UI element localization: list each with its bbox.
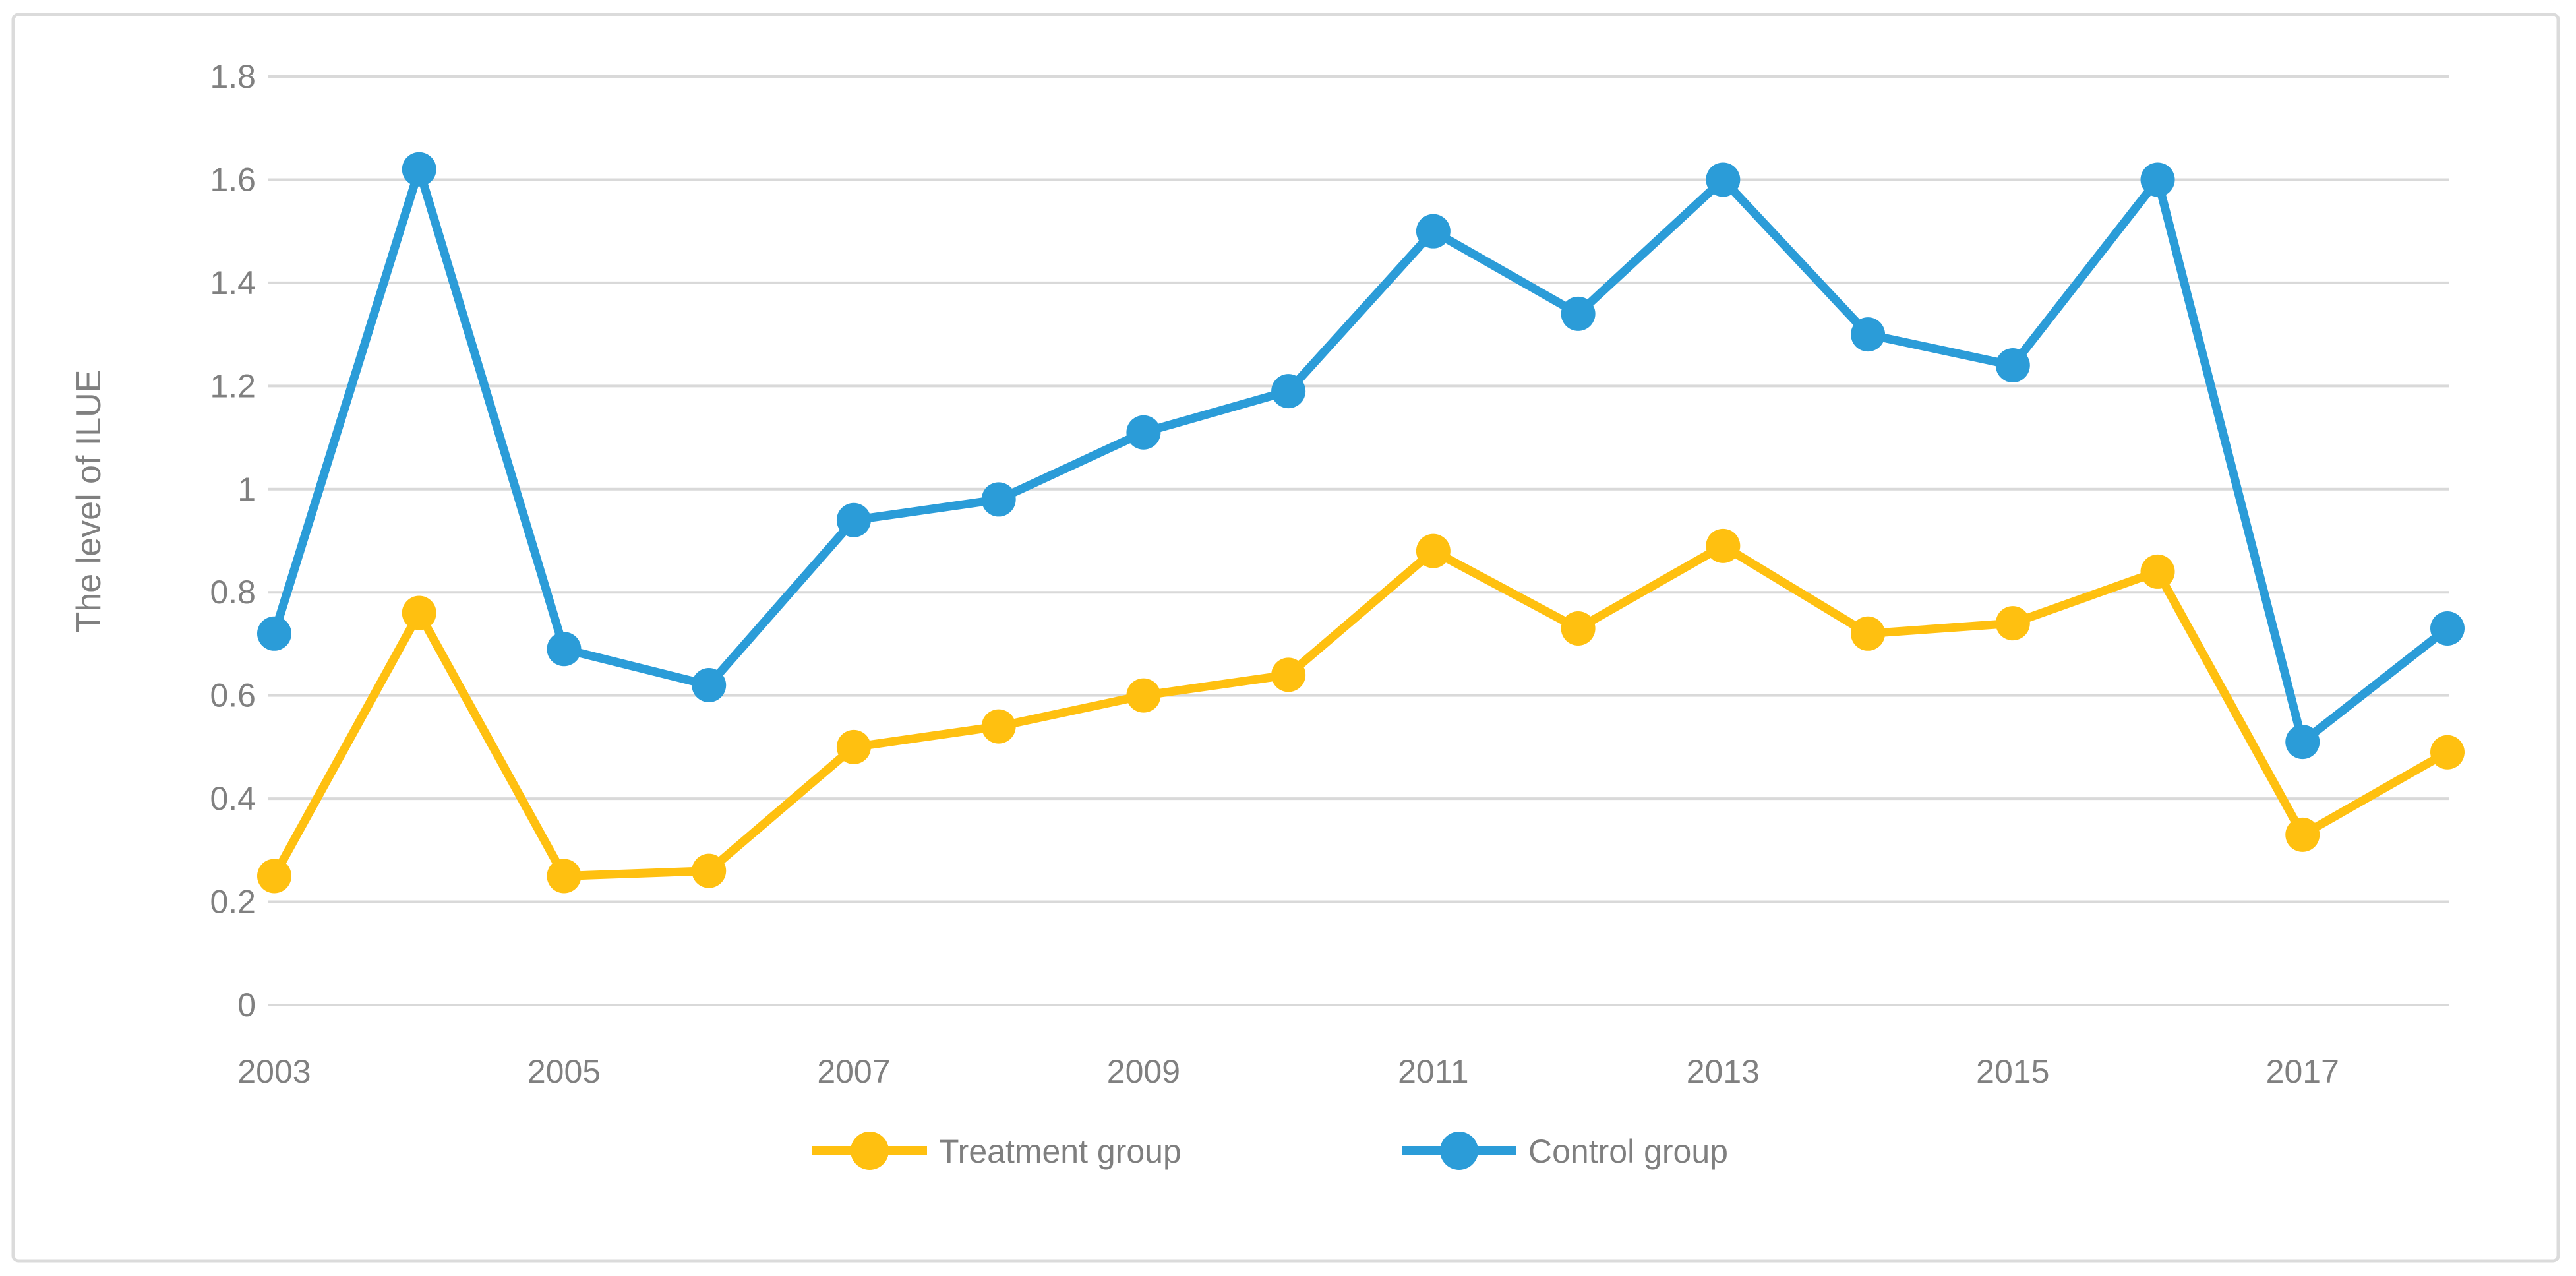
chart-frame-border <box>11 13 2560 1263</box>
x-tick-label: 2011 <box>1398 1053 1469 1090</box>
data-point-treatment-group-2005 <box>547 859 582 894</box>
data-point-control-group-2017 <box>2285 725 2320 760</box>
gridlines <box>268 75 2449 1006</box>
x-tick-label: 2003 <box>237 1053 311 1090</box>
legend: Treatment group Control group <box>812 1132 1728 1170</box>
data-point-control-group-2016 <box>2140 162 2175 197</box>
data-point-treatment-group-2007 <box>836 729 871 764</box>
data-point-control-group-2011 <box>1416 214 1451 249</box>
data-point-treatment-group-2008 <box>981 709 1016 744</box>
legend-control-marker-icon <box>1440 1132 1478 1170</box>
y-axis-title: The level of ILUE <box>70 370 108 633</box>
legend-treatment-marker-icon <box>851 1132 889 1170</box>
data-point-treatment-group-2015 <box>1995 606 2030 641</box>
y-tick-label: 0.6 <box>210 677 256 714</box>
data-point-control-group-2012 <box>1561 296 1596 331</box>
data-point-treatment-group-2013 <box>1706 528 1741 563</box>
y-tick-label: 0 <box>237 987 256 1023</box>
data-point-treatment-group-2009 <box>1126 678 1161 713</box>
data-point-control-group-2014 <box>1851 317 1886 352</box>
data-point-control-group-2009 <box>1126 415 1161 450</box>
data-point-control-group-2004 <box>402 152 436 187</box>
x-tick-label: 2009 <box>1107 1053 1180 1090</box>
y-tick-label: 1 <box>237 471 256 508</box>
data-point-control-group-2013 <box>1706 162 1741 197</box>
data-point-treatment-group-2012 <box>1561 611 1596 646</box>
data-point-control-group-2007 <box>836 502 871 537</box>
legend-control-label: Control group <box>1528 1133 1728 1170</box>
y-tick-label: 0.4 <box>210 780 256 817</box>
series-line-treatment-group <box>270 541 2452 880</box>
data-point-control-group-2018 <box>2430 611 2465 646</box>
data-point-control-group-2008 <box>981 482 1016 517</box>
data-point-treatment-group-2018 <box>2430 735 2465 770</box>
y-tick-label: 0.8 <box>210 574 256 611</box>
x-tick-label: 2013 <box>1687 1053 1760 1090</box>
y-tick-label: 1.6 <box>210 161 256 198</box>
y-tick-label: 1.2 <box>210 367 256 404</box>
y-axis-tick-labels: 0 0.2 0.4 0.6 0.8 1 1.2 1.4 1.6 1.8 <box>210 58 256 1023</box>
data-point-control-group-2005 <box>547 632 582 667</box>
x-axis-tick-labels: 2003 2005 2007 2009 2011 2013 2015 2017 <box>237 1053 2339 1090</box>
data-point-treatment-group-2010 <box>1271 657 1306 692</box>
data-point-treatment-group-2014 <box>1851 616 1886 651</box>
data-point-treatment-group-2004 <box>402 595 436 630</box>
data-point-control-group-2010 <box>1271 374 1306 409</box>
data-point-control-group-2015 <box>1995 348 2030 383</box>
x-tick-label: 2017 <box>2266 1053 2339 1090</box>
y-tick-label: 1.8 <box>210 58 256 95</box>
y-tick-label: 0.2 <box>210 884 256 921</box>
legend-item-control: Control group <box>1402 1132 1728 1170</box>
x-tick-label: 2005 <box>527 1053 601 1090</box>
data-point-control-group-2006 <box>692 668 727 703</box>
series-line-control-group <box>270 165 2452 746</box>
data-point-treatment-group-2011 <box>1416 533 1451 568</box>
data-point-control-group-2003 <box>257 616 291 651</box>
y-tick-label: 1.4 <box>210 264 256 301</box>
data-point-treatment-group-2016 <box>2140 554 2175 589</box>
data-point-treatment-group-2017 <box>2285 817 2320 852</box>
data-point-treatment-group-2006 <box>692 853 727 888</box>
x-tick-label: 2007 <box>817 1053 890 1090</box>
data-series <box>257 152 2465 894</box>
x-tick-label: 2015 <box>1976 1053 2049 1090</box>
legend-treatment-label: Treatment group <box>939 1133 1182 1170</box>
data-point-treatment-group-2003 <box>257 859 291 894</box>
legend-item-treatment: Treatment group <box>812 1132 1182 1170</box>
